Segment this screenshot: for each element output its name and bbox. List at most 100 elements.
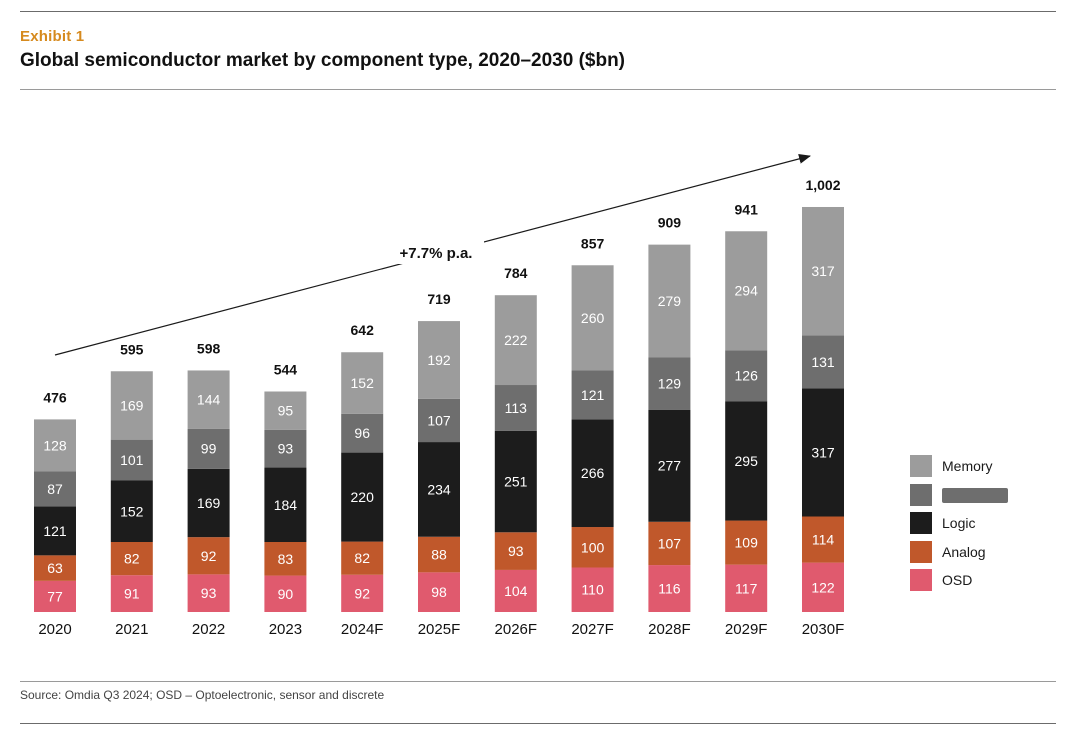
data-label-memory-2025f: 192 bbox=[427, 352, 451, 368]
bottom-rule bbox=[20, 723, 1056, 724]
data-label-memory-2028f: 279 bbox=[658, 293, 682, 309]
growth-annotation-bg bbox=[388, 240, 484, 264]
bar-segment-series-3-2025f bbox=[418, 398, 460, 443]
bar-segment-memory-2024f bbox=[341, 352, 384, 414]
data-label-analog-2024f: 82 bbox=[354, 550, 370, 566]
total-label-2025f: 719 bbox=[427, 291, 451, 307]
data-label-osd-2020: 77 bbox=[47, 588, 63, 604]
data-label-memory-2023: 95 bbox=[278, 403, 294, 419]
bar-segment-memory-2022 bbox=[187, 370, 230, 429]
bar-segment-analog-2024f bbox=[341, 541, 384, 575]
bar-segment-logic-2028f bbox=[648, 409, 691, 522]
x-tick-label-2028f: 2028F bbox=[648, 621, 691, 638]
data-label-analog-2028f: 107 bbox=[658, 535, 682, 551]
data-label-series-3-2022: 99 bbox=[201, 441, 217, 457]
x-tick-label-2025f: 2025F bbox=[418, 621, 461, 638]
bar-segment-logic-2030f bbox=[802, 388, 844, 517]
data-label-logic-2022: 169 bbox=[197, 495, 221, 511]
x-tick-label-2022: 2022 bbox=[192, 621, 225, 638]
legend-label: Memory bbox=[942, 458, 993, 474]
bar-segment-memory-2030f bbox=[802, 206, 844, 336]
bar-segment-osd-2023 bbox=[264, 575, 307, 612]
total-label-2030f: 1,002 bbox=[805, 177, 840, 193]
data-label-osd-2024f: 92 bbox=[354, 585, 370, 601]
data-label-series-3-2030f: 131 bbox=[811, 354, 835, 370]
legend-item-osd: OSD bbox=[910, 569, 1060, 591]
bar-segment-osd-2021 bbox=[110, 575, 153, 612]
legend-swatch bbox=[910, 540, 932, 563]
bar-segment-logic-2026f bbox=[494, 430, 537, 533]
legend-item-redacted bbox=[910, 483, 1060, 506]
bar-segment-series-3-2021 bbox=[110, 439, 153, 481]
bar-segment-logic-2022 bbox=[187, 468, 230, 538]
bar-segment-memory-2025f bbox=[418, 321, 460, 399]
data-label-logic-2023: 184 bbox=[274, 497, 298, 513]
bar-segment-series-3-2029f bbox=[725, 350, 768, 402]
data-label-logic-2029f: 295 bbox=[735, 453, 759, 469]
legend-label: OSD bbox=[942, 572, 973, 588]
total-label-2029f: 941 bbox=[735, 201, 759, 217]
data-label-osd-2021: 91 bbox=[124, 586, 140, 602]
title-rule bbox=[20, 89, 1056, 90]
x-tick-label-2021: 2021 bbox=[115, 621, 148, 638]
growth-annotation: +7.7% p.a. bbox=[400, 245, 473, 262]
data-label-memory-2022: 144 bbox=[197, 392, 221, 408]
data-label-logic-2030f: 317 bbox=[811, 444, 835, 460]
bar-segment-analog-2023 bbox=[264, 542, 307, 576]
bar-segment-osd-2020 bbox=[34, 580, 76, 612]
bar-segment-logic-2023 bbox=[264, 467, 307, 543]
data-label-osd-2023: 90 bbox=[278, 586, 294, 602]
chart-title: Global semiconductor market by component… bbox=[20, 50, 626, 71]
top-rule bbox=[20, 11, 1056, 12]
legend-swatch bbox=[910, 569, 932, 591]
bar-segment-logic-2025f bbox=[418, 442, 460, 537]
data-label-osd-2029f: 117 bbox=[735, 580, 758, 596]
bar-segment-logic-2021 bbox=[110, 480, 153, 543]
bar-segment-logic-2027f bbox=[571, 419, 614, 528]
x-tick-label-2024f: 2024F bbox=[341, 621, 384, 638]
bar-segment-osd-2025f bbox=[418, 572, 460, 612]
data-label-series-3-2021: 101 bbox=[120, 452, 144, 468]
data-label-memory-2020: 128 bbox=[43, 437, 67, 453]
legend-swatch bbox=[910, 455, 932, 477]
data-label-logic-2021: 152 bbox=[120, 503, 144, 519]
data-label-analog-2020: 63 bbox=[47, 560, 63, 576]
bar-segment-analog-2021 bbox=[110, 542, 153, 576]
bar-segment-series-3-2023 bbox=[264, 429, 307, 468]
bar-segment-memory-2027f bbox=[571, 265, 614, 371]
bar-segment-series-3-2022 bbox=[187, 428, 230, 469]
data-label-analog-2023: 83 bbox=[278, 551, 294, 567]
x-tick-label-2023: 2023 bbox=[269, 621, 302, 638]
data-label-analog-2021: 82 bbox=[124, 551, 140, 567]
bar-segment-series-3-2027f bbox=[571, 370, 614, 420]
data-label-series-3-2025f: 107 bbox=[427, 412, 451, 428]
data-label-series-3-2027f: 121 bbox=[581, 387, 605, 403]
bar-segment-series-3-2024f bbox=[341, 413, 384, 453]
bar-segment-analog-2025f bbox=[418, 536, 460, 573]
data-label-analog-2030f: 114 bbox=[812, 532, 835, 548]
data-label-series-3-2020: 87 bbox=[47, 481, 63, 497]
data-label-memory-2027f: 260 bbox=[581, 310, 605, 326]
bar-segment-memory-2020 bbox=[34, 419, 76, 472]
bar-segment-series-3-2030f bbox=[802, 335, 844, 389]
data-label-analog-2025f: 88 bbox=[431, 547, 447, 563]
data-label-logic-2020: 121 bbox=[43, 523, 67, 539]
legend-swatch bbox=[910, 512, 932, 534]
bar-segment-logic-2029f bbox=[725, 401, 768, 521]
bar-segment-series-3-2020 bbox=[34, 471, 76, 507]
total-label-2024f: 642 bbox=[351, 322, 375, 338]
exhibit-label: Exhibit 1 bbox=[20, 28, 85, 45]
total-label-2026f: 784 bbox=[504, 265, 528, 281]
bar-segment-logic-2020 bbox=[34, 506, 76, 556]
bar-segment-osd-2026f bbox=[494, 569, 537, 612]
data-label-osd-2027f: 110 bbox=[581, 582, 604, 598]
bar-segment-osd-2024f bbox=[341, 574, 384, 612]
bar-segment-analog-2027f bbox=[571, 527, 614, 568]
data-label-analog-2027f: 100 bbox=[581, 539, 605, 555]
data-label-series-3-2028f: 129 bbox=[658, 376, 682, 392]
data-label-series-3-2026f: 113 bbox=[505, 400, 528, 416]
data-label-osd-2022: 93 bbox=[201, 585, 217, 601]
data-label-logic-2028f: 277 bbox=[658, 458, 682, 474]
data-label-memory-2024f: 152 bbox=[351, 375, 375, 391]
x-tick-label-2030f: 2030F bbox=[802, 621, 845, 638]
